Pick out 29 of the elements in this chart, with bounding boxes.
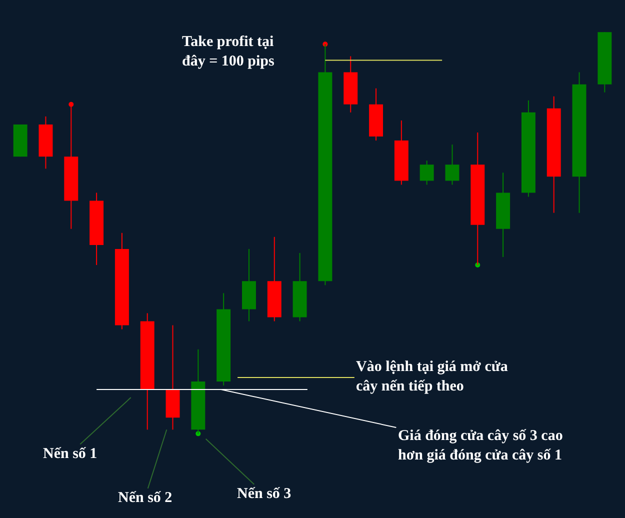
candlestick: [191, 348, 206, 434]
candlestick: [166, 324, 180, 430]
candlestick: [344, 56, 358, 113]
candlestick: [318, 44, 332, 286]
text: Nến số 2: [118, 490, 172, 506]
candlestick: [140, 312, 154, 430]
candlestick: [496, 172, 510, 258]
candlestick: [369, 88, 383, 142]
candlestick: [38, 116, 53, 170]
candlestick: [521, 100, 536, 198]
candlestick: [267, 236, 282, 322]
candlestick: [470, 132, 485, 266]
candlestick: [64, 104, 78, 230]
candlestick: [242, 248, 256, 322]
candlestick: [216, 292, 231, 386]
candlestick: [546, 96, 561, 214]
text: Nến số 1: [43, 446, 98, 462]
candlestick: [420, 160, 434, 186]
candlestick: [292, 252, 307, 322]
candlestick: [13, 124, 28, 158]
annotation: Vào lệnh tại giá mở cửa cây nến tiếp theo: [356, 359, 508, 394]
candlestick: [114, 232, 129, 330]
candlestick: [598, 32, 612, 93]
candlestick: [572, 72, 586, 214]
annotation: Take profit tại đây = 100 pips: [182, 34, 274, 70]
annotation: Giá đóng cửa cây số 3 cao hơn giá đóng cửa cây số 1: [398, 428, 563, 464]
candlestick: [394, 120, 408, 186]
candlestick: [90, 192, 104, 266]
text: Nến số 3: [237, 486, 292, 502]
